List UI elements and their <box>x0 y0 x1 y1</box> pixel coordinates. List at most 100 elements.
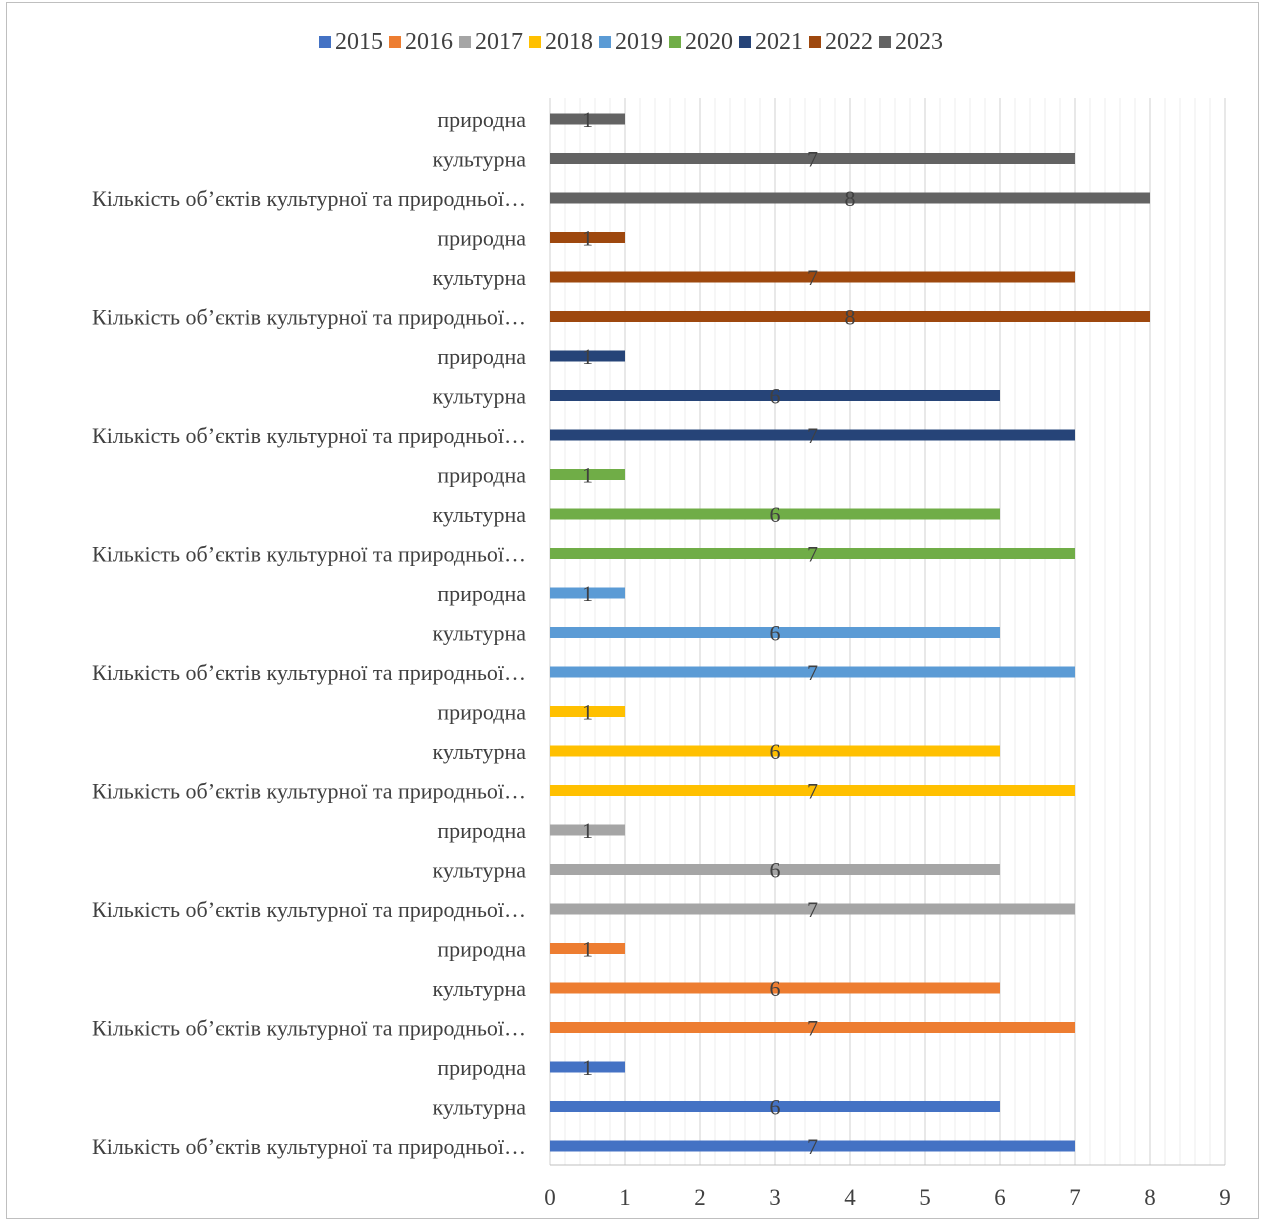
bar-2019 <box>550 627 1000 638</box>
category-label: природна <box>437 937 526 962</box>
bar-2022 <box>550 311 1150 322</box>
bar-2016 <box>550 943 625 954</box>
legend-label: 2022 <box>825 28 873 55</box>
category-label: Кількість об’єктів культурної та природн… <box>92 305 526 330</box>
bar-2018 <box>550 706 625 717</box>
chart-frame <box>6 2 1259 1219</box>
category-label: культурна <box>433 147 527 172</box>
bar-2022 <box>550 271 1075 283</box>
data-label: 7 <box>807 897 818 922</box>
category-label: природна <box>437 818 526 843</box>
bar-2015 <box>550 1101 1000 1112</box>
legend-item-2021: 2021 <box>739 29 803 56</box>
data-label: 1 <box>582 937 593 962</box>
bar-2018 <box>550 745 1000 757</box>
bar-2021 <box>550 429 1075 441</box>
x-tick-label: 5 <box>919 1185 931 1210</box>
x-tick-label: 4 <box>844 1185 856 1210</box>
data-label: 7 <box>807 660 818 685</box>
x-tick-label: 9 <box>1219 1185 1231 1210</box>
data-label: 1 <box>582 818 593 843</box>
data-label: 8 <box>845 186 856 211</box>
data-label: 7 <box>807 1016 818 1041</box>
legend-label: 2021 <box>755 28 803 55</box>
legend-item-2018: 2018 <box>529 29 593 56</box>
legend-item-2016: 2016 <box>389 29 453 56</box>
data-label: 6 <box>770 976 781 1001</box>
data-label: 7 <box>807 265 818 290</box>
legend-item-2022: 2022 <box>809 29 873 56</box>
data-label: 1 <box>582 344 593 369</box>
legend-swatch <box>669 36 681 48</box>
x-tick-label: 3 <box>769 1185 781 1210</box>
bar-2017 <box>550 824 625 836</box>
category-label: Кількість об’єктів культурної та природн… <box>92 1134 526 1159</box>
bar-2020 <box>550 548 1075 559</box>
data-label: 6 <box>770 739 781 764</box>
data-label: 7 <box>807 423 818 448</box>
data-label: 7 <box>807 1134 818 1159</box>
category-label: культурна <box>433 621 527 646</box>
x-tick-label: 1 <box>619 1185 631 1210</box>
data-label: 6 <box>770 621 781 646</box>
data-label: 6 <box>770 1095 781 1120</box>
legend-label: 2017 <box>475 28 523 55</box>
category-label: Кількість об’єктів культурної та природн… <box>92 1016 526 1041</box>
data-label: 7 <box>807 542 818 567</box>
legend-item-2019: 2019 <box>599 29 663 56</box>
legend-item-2023: 2023 <box>879 29 943 56</box>
legend-swatch <box>529 36 541 48</box>
data-label: 7 <box>807 779 818 804</box>
x-tick-label: 6 <box>994 1185 1006 1210</box>
data-label: 1 <box>582 581 593 606</box>
bar-2023 <box>550 113 625 125</box>
category-label: природна <box>437 1055 526 1080</box>
bar-2016 <box>550 982 1000 994</box>
data-label: 6 <box>770 502 781 527</box>
bar-2018 <box>550 785 1075 796</box>
legend-label: 2020 <box>685 28 733 55</box>
bar-2019 <box>550 666 1075 678</box>
category-label: природна <box>437 344 526 369</box>
legend-label: 2016 <box>405 28 453 55</box>
legend-label: 2023 <box>895 28 943 55</box>
category-label: Кількість об’єктів культурної та природн… <box>92 660 526 685</box>
data-label: 1 <box>582 463 593 488</box>
bar-2015 <box>550 1140 1075 1152</box>
data-label: 1 <box>582 226 593 251</box>
category-label: Кількість об’єктів культурної та природн… <box>92 542 526 567</box>
category-label: Кількість об’єктів культурної та природн… <box>92 779 526 804</box>
chart-legend: 2015 2016 2017 2018 2019 2020 2021 2022 2023 <box>0 27 1262 57</box>
legend-item-2017: 2017 <box>459 29 523 56</box>
category-label: природна <box>437 226 526 251</box>
legend-swatch <box>739 36 751 48</box>
category-label: культурна <box>433 976 527 1001</box>
bar-2023 <box>550 192 1150 204</box>
legend-label: 2019 <box>615 28 663 55</box>
category-label: культурна <box>433 1095 527 1120</box>
category-label: природна <box>437 463 526 488</box>
legend-swatch <box>389 36 401 48</box>
legend-item-2015: 2015 <box>319 29 383 56</box>
x-tick-label: 7 <box>1069 1185 1081 1210</box>
bar-2017 <box>550 864 1000 875</box>
category-label: Кількість об’єктів культурної та природн… <box>92 423 526 448</box>
data-label: 7 <box>807 147 818 172</box>
bar-2021 <box>550 390 1000 401</box>
bar-2015 <box>550 1061 625 1073</box>
category-label: культурна <box>433 739 527 764</box>
legend-swatch <box>809 36 821 48</box>
data-label: 6 <box>770 384 781 409</box>
legend-swatch <box>319 36 331 48</box>
legend-label: 2015 <box>335 28 383 55</box>
x-tick-label: 0 <box>544 1185 556 1210</box>
bar-2021 <box>550 350 625 362</box>
legend-swatch <box>599 36 611 48</box>
bar-2023 <box>550 153 1075 164</box>
category-label: Кількість об’єктів культурної та природн… <box>92 186 526 211</box>
category-label: культурна <box>433 384 527 409</box>
bar-2022 <box>550 232 625 243</box>
x-tick-label: 8 <box>1144 1185 1156 1210</box>
data-label: 8 <box>845 305 856 330</box>
